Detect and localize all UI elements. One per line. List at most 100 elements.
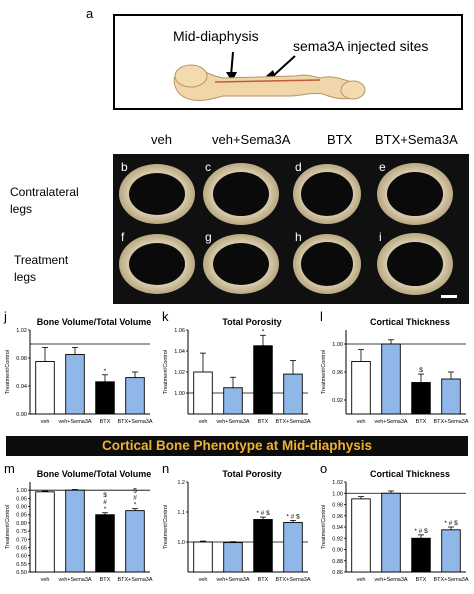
microct-cross-sections — [119, 163, 457, 298]
tile-letter-b: b — [121, 160, 128, 174]
y-tick-label: 1.04 — [174, 349, 185, 355]
bar — [351, 498, 371, 573]
row-label-contralateral: Contralateral legs — [10, 184, 79, 218]
x-tick-label: veh+Sema3A — [216, 419, 250, 425]
panel-letter-o: o — [320, 461, 327, 476]
bar — [411, 382, 431, 415]
chart-title: Cortical Thickness — [370, 469, 450, 479]
y-axis-label: Treatment/Control — [321, 505, 327, 549]
y-tick-label: 0.94 — [16, 384, 27, 390]
y-tick-label: 0.65 — [16, 545, 27, 551]
y-tick-label: 0.96 — [332, 514, 343, 520]
y-axis-label: Treatment/Control — [321, 350, 327, 394]
significance-marker: $ — [103, 492, 107, 499]
panel-letter-j: j — [3, 309, 7, 324]
row-label-contralateral-line1: Contralateral — [10, 185, 79, 199]
bar — [193, 541, 213, 573]
bar — [125, 377, 145, 415]
y-tick-label: 0.88 — [332, 559, 343, 565]
panel-letter-l: l — [320, 309, 323, 324]
chart-o-cortical-thickness: o Cortical Thickness Treatment/Control 0.86… — [320, 461, 469, 583]
bar — [125, 510, 145, 573]
x-tick-label: veh+Sema3A — [216, 577, 250, 583]
x-tick-label: BTX+Sema3A — [117, 577, 152, 583]
x-tick-label: veh — [199, 419, 208, 425]
row-label-treatment-line2: legs — [14, 270, 37, 284]
y-tick-label: 0.60 — [16, 554, 27, 560]
bar — [411, 537, 431, 573]
bar — [381, 492, 401, 573]
chart-l-cortical-thickness: l Cortical Thickness Treatment/Control 0.92… — [320, 309, 469, 425]
bar — [253, 519, 273, 573]
y-axis-label: Treatment/Control — [5, 350, 11, 394]
bar — [351, 361, 371, 415]
chart-title: Total Porosity — [222, 469, 281, 479]
x-tick-label: veh — [357, 419, 366, 425]
significance-marker: $ — [133, 488, 137, 495]
significance-marker: * # $ — [444, 520, 458, 527]
x-tick-label: veh+Sema3A — [374, 577, 408, 583]
significance-marker: * — [134, 502, 137, 509]
x-tick-label: veh+Sema3A — [58, 419, 92, 425]
chart-title: Bone Volume/Total Volume — [37, 469, 152, 479]
x-tick-label: veh — [357, 577, 366, 583]
x-tick-label: BTX+Sema3A — [275, 419, 310, 425]
bar — [253, 345, 273, 415]
x-tick-label: veh — [41, 577, 50, 583]
y-tick-label: 1.0 — [177, 540, 185, 546]
bar — [283, 522, 303, 573]
femur-illustration — [173, 51, 366, 101]
tile-letter-g: g — [205, 230, 212, 244]
mid-diaphysis-label: Mid-diaphysis — [173, 28, 259, 44]
x-tick-label: BTX — [258, 419, 269, 425]
row-label-contralateral-line2: legs — [10, 202, 33, 216]
x-tick-label: BTX+Sema3A — [433, 419, 468, 425]
column-header-btx: BTX — [327, 132, 353, 147]
significance-marker: * — [104, 506, 107, 513]
y-tick-label: 1.02 — [16, 328, 27, 334]
bar — [223, 387, 243, 415]
y-tick-label: 1.06 — [174, 328, 185, 334]
y-tick-label: 0.96 — [332, 370, 343, 376]
row-label-treatment: Treatment legs — [14, 252, 68, 286]
tile-letter-i: i — [379, 230, 382, 244]
chart-n-total-porosity: n Total Porosity Treatment/Control 1.0 1.1 1.… — [162, 461, 311, 583]
section-banner-text: Cortical Bone Phenotype at Mid-diaphysis — [101, 438, 373, 453]
y-tick-label: 1.00 — [332, 342, 343, 348]
bar — [35, 361, 55, 415]
tile-letter-c: c — [205, 160, 211, 174]
bar — [65, 354, 85, 415]
y-tick-label: 0.90 — [332, 548, 343, 554]
column-header-veh: veh — [151, 132, 172, 147]
column-headers: veh veh+Sema3A BTX BTX+Sema3A — [0, 132, 474, 150]
x-tick-label: veh+Sema3A — [374, 419, 408, 425]
microct-image-grid: b c d e f g h i — [113, 154, 469, 304]
tile-letter-h: h — [295, 230, 302, 244]
significance-marker: * — [104, 368, 107, 375]
bar — [441, 529, 461, 573]
column-header-veh-sema3a: veh+Sema3A — [212, 132, 291, 147]
y-tick-label: 0.94 — [332, 525, 343, 531]
y-tick-label: 1.1 — [177, 510, 185, 516]
bar — [223, 542, 243, 573]
x-tick-label: BTX+Sema3A — [117, 419, 152, 425]
y-tick-label: 1.02 — [332, 480, 343, 486]
y-tick-label: 0.70 — [16, 537, 27, 543]
section-banner: Cortical Bone Phenotype at Mid-diaphysis — [6, 436, 468, 456]
significance-marker: # — [103, 499, 107, 506]
column-header-btx-sema3a: BTX+Sema3A — [375, 132, 458, 147]
y-tick-label: 0.50 — [16, 570, 27, 576]
y-tick-label: 0.95 — [16, 496, 27, 502]
y-tick-label: 0.92 — [332, 398, 343, 404]
panel-letter-a: a — [86, 6, 94, 21]
tile-letter-d: d — [295, 160, 302, 174]
y-tick-label: 0.92 — [332, 536, 343, 542]
y-tick-label: 0.98 — [332, 503, 343, 509]
bone-diagram-box: Mid-diaphysis sema3A injected sites — [113, 14, 463, 110]
y-tick-label: 0.90 — [16, 412, 27, 418]
significance-marker: * — [262, 328, 265, 335]
x-tick-label: BTX+Sema3A — [275, 577, 310, 583]
tile-letter-f: f — [121, 230, 125, 244]
x-tick-label: BTX — [100, 577, 111, 583]
y-tick-label: 1.02 — [174, 370, 185, 376]
